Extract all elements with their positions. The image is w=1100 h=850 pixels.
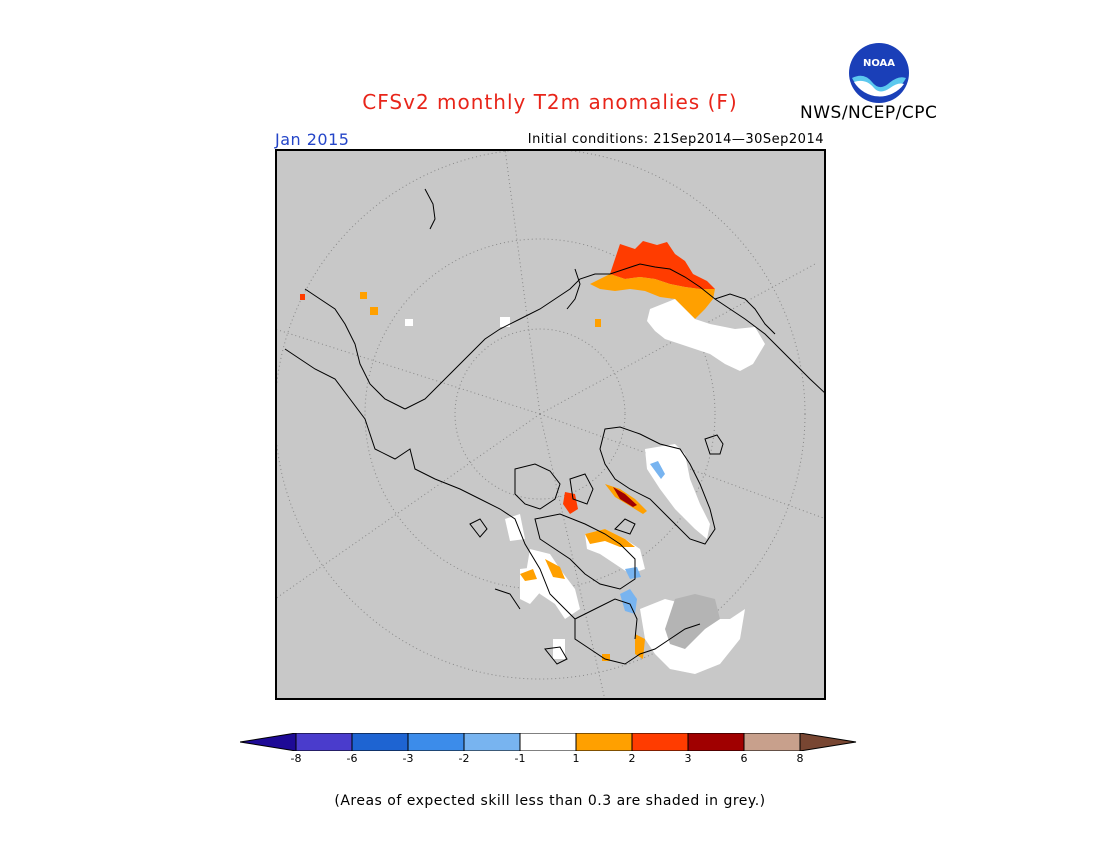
legend-label: -6 (346, 752, 358, 765)
legend-swatch (519, 732, 577, 752)
coastlines (284, 188, 826, 665)
legend-swatch (631, 732, 689, 752)
legend-swatch (687, 732, 745, 752)
chart-title: CFSv2 monthly T2m anomalies (F) (362, 90, 738, 114)
legend-swatch (575, 732, 633, 752)
map-frame (275, 149, 826, 700)
polar-anomaly-map (275, 149, 826, 704)
target-month: Jan 2015 (275, 130, 350, 149)
latitude-circles (275, 149, 806, 680)
anomaly-shading (300, 241, 765, 674)
skill-note: (Areas of expected skill less than 0.3 a… (334, 793, 766, 809)
legend-label: 3 (684, 752, 692, 765)
legend-label: 1 (572, 752, 580, 765)
legend-arrow-low (239, 732, 297, 752)
initial-conditions: Initial conditions: 21Sep2014—30Sep2014 (527, 132, 824, 147)
agency-label: NWS/NCEP/CPC (800, 103, 938, 123)
legend-swatch (295, 732, 353, 752)
legend-label: -1 (514, 752, 526, 765)
legend-swatch (463, 732, 521, 752)
legend-label: 8 (796, 752, 804, 765)
legend-label: -3 (402, 752, 414, 765)
legend-swatch (351, 732, 409, 752)
legend-label: -2 (458, 752, 470, 765)
legend-swatch (743, 732, 801, 752)
legend-arrow-high (799, 732, 857, 752)
legend-label: 6 (740, 752, 748, 765)
legend-swatch (407, 732, 465, 752)
legend-label: 2 (628, 752, 636, 765)
noaa-logo: NOAA (848, 42, 910, 108)
legend-label: -8 (290, 752, 302, 765)
color-legend (239, 732, 860, 755)
logo-text: NOAA (863, 58, 895, 69)
